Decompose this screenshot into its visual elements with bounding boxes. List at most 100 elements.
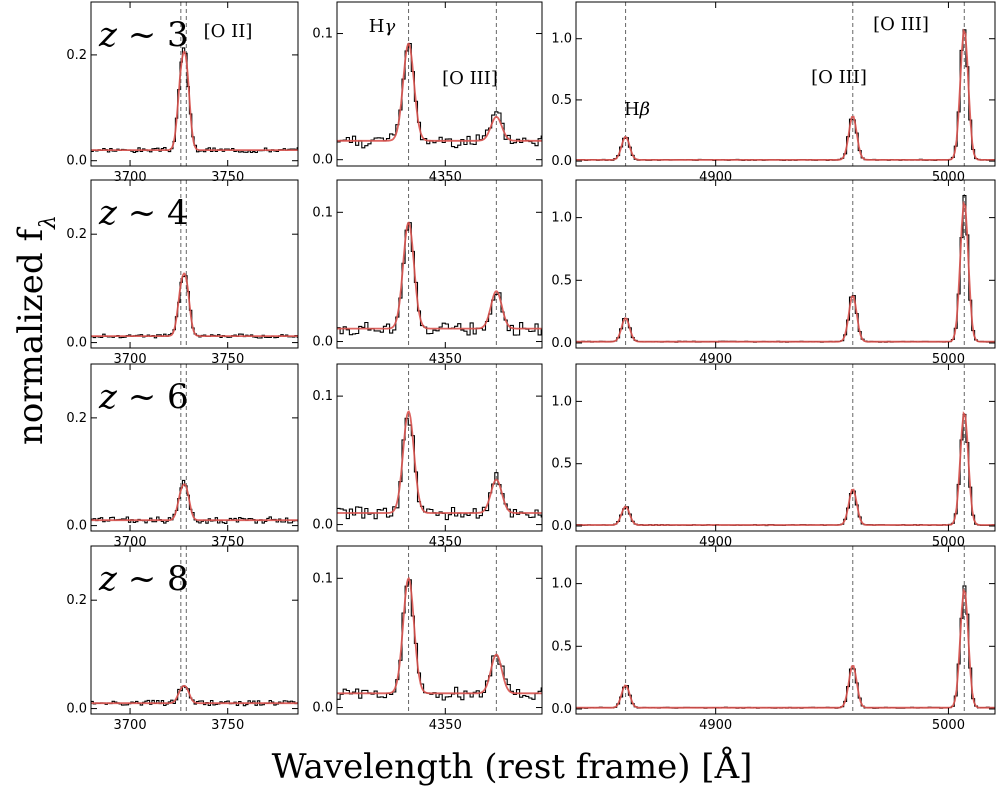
fit-curve-r2-c0 [91, 483, 298, 522]
panel-r1-hgamma: 4350 0.0 0.1 [312, 179, 543, 367]
label-hbeta: Hβ [624, 99, 650, 120]
x-tick-label-r1-c1-0: 4350 [429, 352, 462, 367]
label-oiii4363: [O III] [442, 68, 498, 89]
panel-r3-hgamma: 4350 0.0 0.1 [312, 545, 543, 733]
y-tick-label-r3-c1-1: 0.1 [312, 571, 333, 586]
label-oiii4959: [O III] [811, 67, 867, 88]
redshift-label-r3: z ~ 8 [98, 559, 189, 599]
y-tick-label-r0-c2-0: 0.0 [551, 154, 572, 169]
x-tick-label-r0-c0-1: 3750 [211, 170, 244, 185]
x-tick-label-r3-c2-0: 4900 [699, 718, 732, 733]
x-tick-label-r1-c0-1: 3750 [211, 352, 244, 367]
y-tick-label-r2-c0-0: 0.0 [66, 519, 87, 534]
y-tick-label-r1-c0-0: 0.0 [66, 336, 87, 351]
y-tick-label-r2-c2-1: 0.5 [551, 457, 572, 472]
label-oii: [O II] [204, 21, 253, 42]
y-tick-label-r2-c2-0: 0.0 [551, 519, 572, 534]
label-oiii5007: [O III] [873, 14, 929, 35]
observed-spectrum-r1-c0 [91, 275, 298, 339]
x-tick-label-r1-c0-0: 3700 [114, 352, 147, 367]
y-tick-label-r3-c1-0: 0.0 [312, 701, 333, 716]
panel-r1-oii: 3700 3750 0.0 0.2 z ~ 4 [66, 179, 299, 367]
fit-curve-r1-c1 [337, 221, 542, 330]
y-tick-label-r2-c0-1: 0.2 [66, 411, 87, 426]
fit-curve-r1-c2 [576, 200, 995, 343]
observed-spectrum-r3-c1 [337, 579, 542, 701]
y-tick-label-r2-c1-0: 0.0 [312, 518, 333, 533]
panel-r0-hbeta_oiii: 4900 5000 0.0 0.5 1.0 Hβ [O III] [O III] [551, 1, 996, 185]
observed-spectrum-r1-c2 [576, 195, 995, 343]
x-axis-title: Wavelength (rest frame) [Å] [272, 746, 753, 787]
x-tick-label-r3-c0-0: 3700 [114, 718, 147, 733]
y-tick-label-r3-c2-0: 0.0 [551, 702, 572, 717]
observed-spectrum-r2-c2 [576, 413, 995, 527]
label-hgamma: Hγ [369, 16, 396, 37]
y-tick-label-r3-c2-1: 0.5 [551, 639, 572, 654]
panel-frame-r1-c1 [336, 179, 543, 349]
y-tick-label-r1-c2-1: 0.5 [551, 273, 572, 288]
x-tick-label-r1-c2-0: 4900 [699, 352, 732, 367]
observed-spectrum-r0-c2 [576, 29, 995, 161]
y-tick-label-r3-c0-1: 0.2 [66, 593, 87, 608]
y-tick-label-r2-c1-1: 0.1 [312, 389, 333, 404]
observed-spectrum-r2-c1 [337, 417, 542, 521]
y-tick-label-r0-c2-2: 1.0 [551, 32, 572, 47]
panel-r0-hgamma: 4350 0.0 0.1 Hγ [O III] [312, 1, 543, 185]
y-tick-label-r0-c0-1: 0.2 [66, 48, 87, 63]
panel-r1-hbeta_oiii: 4900 5000 0.0 0.5 1.0 [551, 179, 996, 367]
y-tick-label-r1-c2-0: 0.0 [551, 336, 572, 351]
redshift-label-r1: z ~ 4 [98, 193, 189, 233]
panel-frame-r2-c2 [575, 363, 996, 532]
panel-frame-r0-c2 [575, 1, 996, 167]
x-tick-label-r0-c0-0: 3700 [114, 170, 147, 185]
y-tick-label-r0-c0-0: 0.0 [66, 154, 87, 169]
fit-curve-r3-c2 [576, 588, 995, 709]
fit-curve-r0-c2 [576, 28, 995, 161]
x-tick-label-r3-c1-0: 4350 [429, 718, 462, 733]
panel-frame-r1-c0 [90, 179, 299, 349]
fit-curve-r0-c1 [337, 42, 542, 142]
y-tick-label-r1-c2-2: 1.0 [551, 211, 572, 226]
panel-frame-r1-c2 [575, 179, 996, 349]
panel-r0-oii: 3700 3750 0.0 0.2 z ~ 3 [O II] [66, 1, 299, 185]
y-tick-label-r0-c1-0: 0.0 [312, 153, 333, 168]
observed-spectrum-r0-c0 [91, 47, 298, 154]
fit-curve-r2-c1 [337, 410, 542, 514]
fit-curve-r2-c2 [576, 411, 995, 526]
y-tick-label-r1-c0-1: 0.2 [66, 227, 87, 242]
observed-spectrum-r3-c2 [576, 585, 995, 709]
fit-curve-r1-c0 [91, 272, 298, 337]
panel-frame-r0-c0 [90, 1, 299, 167]
x-tick-label-r0-c1-0: 4350 [429, 170, 462, 185]
fit-curve-r0-c0 [91, 50, 298, 151]
x-tick-label-r3-c0-1: 3750 [211, 718, 244, 733]
fit-curve-r3-c1 [337, 576, 542, 695]
redshift-label-r0: z ~ 3 [98, 15, 189, 55]
panel-frame-r3-c2 [575, 545, 996, 715]
y-tick-label-r3-c0-0: 0.0 [66, 702, 87, 717]
y-tick-label-r0-c1-1: 0.1 [312, 27, 333, 42]
y-tick-label-r1-c1-1: 0.1 [312, 205, 333, 220]
x-tick-label-r0-c2-0: 4900 [699, 170, 732, 185]
observed-spectrum-r0-c1 [337, 43, 542, 149]
x-tick-label-r1-c2-1: 5000 [932, 352, 965, 367]
y-tick-label-r3-c2-2: 1.0 [551, 577, 572, 592]
y-axis-title: normalized fλ [11, 215, 61, 445]
x-tick-label-r0-c2-1: 5000 [932, 170, 965, 185]
y-tick-label-r2-c2-2: 1.0 [551, 394, 572, 409]
redshift-label-r2: z ~ 6 [98, 377, 189, 417]
panel-frame-r0-c1 [336, 1, 543, 167]
panel-r3-oii: 3700 3750 0.0 0.2 z ~ 8 [66, 545, 299, 733]
panel-frame-r3-c0 [90, 545, 299, 715]
panel-frame-r3-c1 [336, 545, 543, 715]
panel-grid: 3700 3750 0.0 0.2 z ~ 3 [O II] 4350 0.0 0.1 Hγ [O … [66, 1, 996, 733]
observed-spectrum-r1-c1 [337, 222, 542, 336]
y-tick-label-r1-c1-0: 0.0 [312, 335, 333, 350]
x-tick-label-r3-c2-1: 5000 [932, 718, 965, 733]
y-tick-label-r0-c2-1: 0.5 [551, 93, 572, 108]
fit-curve-r3-c0 [91, 684, 298, 705]
